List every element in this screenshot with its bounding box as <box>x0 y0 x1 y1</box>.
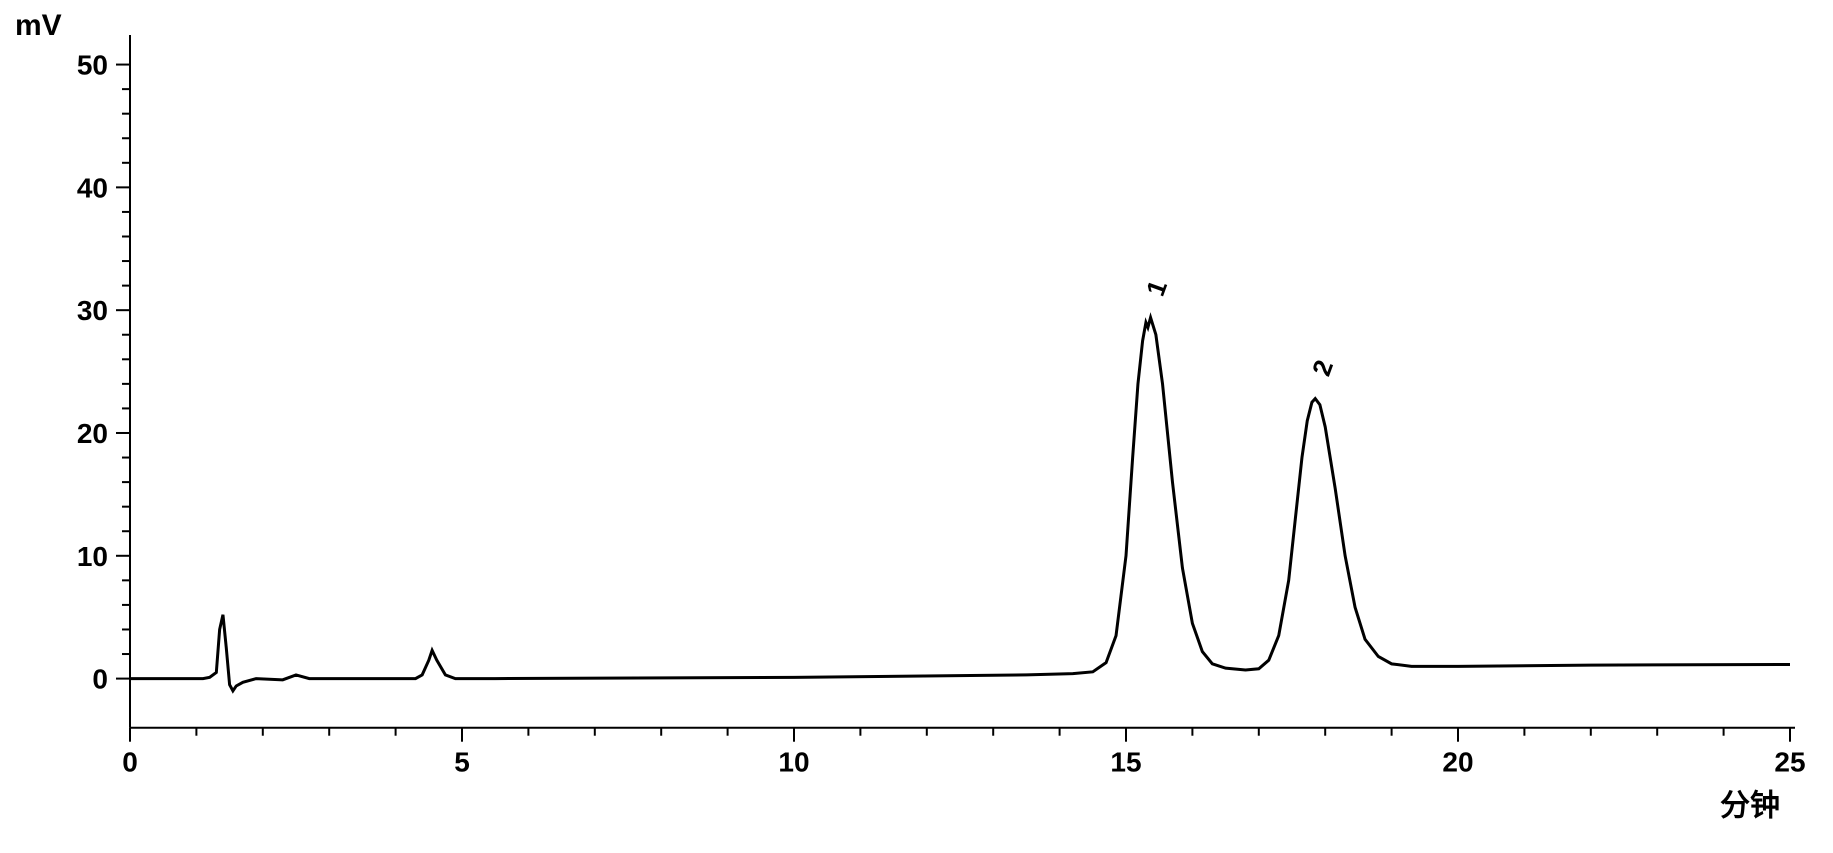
svg-text:5: 5 <box>454 747 470 778</box>
svg-text:20: 20 <box>77 418 108 449</box>
chart-svg: 0 10 20 30 40 50 0 5 10 15 20 25 mV 分钟 1 2 <box>0 0 1833 853</box>
svg-text:0: 0 <box>122 747 138 778</box>
chromatogram-chart: 0 10 20 30 40 50 0 5 10 15 20 25 mV 分钟 1 2 <box>0 0 1833 853</box>
svg-text:25: 25 <box>1774 747 1805 778</box>
svg-text:15: 15 <box>1110 747 1141 778</box>
svg-text:50: 50 <box>77 50 108 81</box>
svg-text:30: 30 <box>77 295 108 326</box>
peak-label-2: 2 <box>1306 356 1339 380</box>
svg-text:10: 10 <box>77 541 108 572</box>
svg-text:0: 0 <box>92 664 108 695</box>
svg-text:40: 40 <box>77 172 108 203</box>
svg-text:10: 10 <box>778 747 809 778</box>
chromatogram-trace <box>130 318 1790 691</box>
svg-text:20: 20 <box>1442 747 1473 778</box>
y-axis-label: mV <box>15 9 62 42</box>
x-axis-label: 分钟 <box>1720 790 1780 823</box>
peak-label-1: 1 <box>1140 276 1173 300</box>
